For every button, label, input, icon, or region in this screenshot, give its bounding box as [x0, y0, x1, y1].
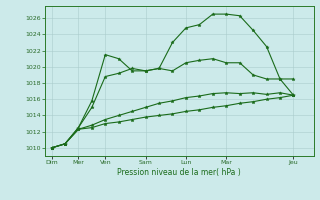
X-axis label: Pression niveau de la mer( hPa ): Pression niveau de la mer( hPa )	[117, 168, 241, 177]
